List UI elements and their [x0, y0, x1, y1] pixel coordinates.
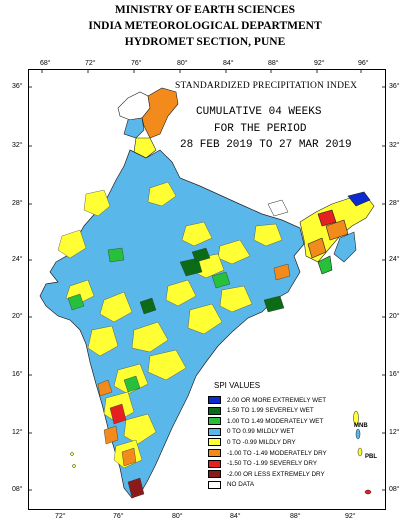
lon-label-top-76: 76°	[131, 60, 142, 67]
island-label-andaman: MNB	[354, 423, 368, 429]
lon-label-top-80: 80°	[177, 60, 188, 67]
legend-swatch	[208, 459, 221, 468]
header-department: INDIA METEOROLOGICAL DEPARTMENT	[88, 20, 322, 32]
map-subtitle-weeks: CUMULATIVE 04 WEEKS	[196, 106, 322, 118]
legend-swatch	[208, 449, 221, 457]
island-label-lakshadweep: PBL	[365, 454, 377, 460]
lon-label-top-88: 88°	[268, 60, 279, 67]
legend-swatch	[208, 406, 221, 415]
lon-label-bottom-92: 92°	[345, 513, 356, 520]
legend-label: 0 TO 0.99 MILDLY WET	[227, 428, 295, 436]
legend-item: 1.50 TO 1.99 SEVERELY WET	[208, 406, 314, 416]
map-title: STANDARDIZED PRECIPITATION INDEX	[175, 81, 358, 91]
legend-swatch	[208, 417, 221, 426]
lat-label-left-12: 12°	[12, 429, 23, 436]
legend-item: 1.00 TO 1.49 MODERATELY WET	[208, 416, 323, 426]
map-subtitle-dates: 28 FEB 2019 TO 27 MAR 2019	[180, 139, 352, 151]
lat-label-right-20: 20°	[389, 313, 400, 320]
region-kashmir	[117, 87, 179, 159]
map-frame	[28, 69, 386, 510]
legend-label: -2.00 OR LESS EXTREMELY DRY	[227, 470, 325, 478]
legend-item: 0 TO -0.99 MILDLY DRY	[208, 437, 296, 447]
lon-label-bottom-84: 84°	[230, 513, 241, 520]
legend-label: -1.50 TO -1.99 SEVERELY DRY	[227, 460, 318, 468]
lon-label-bottom-76: 76°	[113, 513, 124, 520]
lat-label-left-32: 32°	[12, 142, 23, 149]
legend-swatch	[208, 427, 221, 436]
legend-item: -1.00 TO -1.49 MODERATELY DRY	[208, 448, 327, 458]
lat-label-left-24: 24°	[12, 256, 23, 263]
lon-label-bottom-72: 72°	[55, 513, 66, 520]
legend-label: NO DATA	[227, 481, 255, 489]
lat-label-left-08: 08°	[12, 486, 23, 493]
lat-label-left-28: 28°	[12, 200, 23, 207]
lon-label-top-92: 92°	[314, 60, 325, 67]
region-north-east	[299, 191, 375, 275]
lat-label-right-32: 32°	[389, 142, 400, 149]
legend-title: SPI VALUES	[214, 381, 261, 390]
legend-item: 2.00 OR MORE EXTREMELY WET	[208, 395, 326, 405]
lat-label-right-28: 28°	[389, 200, 400, 207]
lat-label-right-16: 16°	[389, 371, 400, 378]
region-severe-dry-patches	[97, 263, 291, 499]
legend-swatch	[208, 480, 221, 489]
legend-label: 1.50 TO 1.99 SEVERELY WET	[227, 407, 314, 415]
frame-ticks	[28, 69, 386, 491]
header-section: HYDROMET SECTION, PUNE	[124, 36, 286, 48]
lat-label-right-24: 24°	[389, 256, 400, 263]
legend-label: -1.00 TO -1.49 MODERATELY DRY	[227, 449, 327, 457]
map-subtitle-period: FOR THE PERIOD	[214, 123, 307, 135]
lat-label-right-36: 36°	[389, 83, 400, 90]
lat-label-left-36: 36°	[12, 83, 23, 90]
legend-swatch	[208, 470, 221, 479]
region-no-data-north	[267, 199, 289, 217]
lon-label-bottom-80: 80°	[172, 513, 183, 520]
legend-item: -2.00 OR LESS EXTREMELY DRY	[208, 469, 325, 479]
legend-label: 1.00 TO 1.49 MODERATELY WET	[227, 417, 324, 425]
andaman-islands	[353, 410, 372, 495]
lon-label-top-68: 68°	[40, 60, 51, 67]
lat-label-right-12: 12°	[389, 429, 400, 436]
legend-label: 2.00 OR MORE EXTREMELY WET	[227, 396, 327, 404]
legend-item: NO DATA	[208, 480, 254, 490]
legend-swatch	[208, 438, 221, 447]
legend-swatch	[208, 396, 221, 404]
lon-label-top-72: 72°	[85, 60, 96, 67]
legend-item: -1.50 TO -1.99 SEVERELY DRY	[208, 459, 317, 469]
legend-item: 0 TO 0.99 MILDLY WET	[208, 427, 294, 437]
region-wet-patches	[67, 247, 285, 393]
lat-label-left-16: 16°	[12, 371, 23, 378]
header-ministry: MINISTRY OF EARTH SCIENCES	[114, 4, 296, 16]
lakshadweep-islands	[70, 452, 76, 468]
legend-label: 0 TO -0.99 MILDLY DRY	[227, 438, 296, 446]
lat-label-left-20: 20°	[12, 313, 23, 320]
lon-label-top-96: 96°	[358, 60, 369, 67]
lon-label-top-84: 84°	[223, 60, 234, 67]
lon-label-bottom-88: 88°	[290, 513, 301, 520]
lat-label-right-08: 08°	[389, 486, 400, 493]
